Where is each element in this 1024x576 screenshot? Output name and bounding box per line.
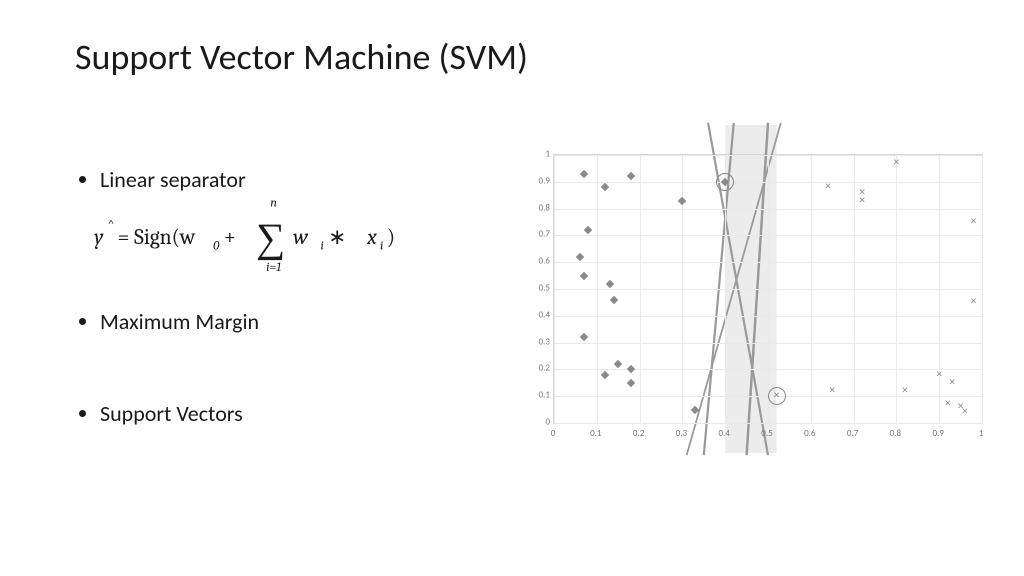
gridline-v: [982, 155, 983, 423]
x-tick-label: 0: [543, 428, 563, 439]
gridline-h: [554, 182, 982, 183]
gridline-h: [554, 235, 982, 236]
gridline-v: [811, 155, 812, 423]
gridline-v: [939, 155, 940, 423]
formula-sub0: 0: [213, 240, 220, 254]
point-class-a: [678, 196, 686, 204]
gridline-v: [768, 155, 769, 423]
chart-frame: ××××××××××××××: [553, 154, 983, 424]
y-tick-label: 0: [530, 417, 550, 428]
point-class-a: [691, 405, 699, 413]
point-class-b: ×: [829, 385, 835, 396]
gridline-h: [554, 423, 982, 424]
formula-hat: ^: [108, 217, 114, 231]
x-tick-label: 0.4: [714, 428, 734, 439]
y-tick-label: 0.9: [530, 175, 550, 186]
slide: Support Vector Machine (SVM) Linear sepa…: [0, 0, 1024, 576]
chart: ×××××××××××××× 000.10.10.20.20.30.30.40.…: [525, 150, 990, 450]
point-class-b: ×: [859, 195, 865, 206]
x-tick-label: 1: [971, 428, 991, 439]
point-class-a: [601, 183, 609, 191]
point-class-b: ×: [902, 385, 908, 396]
x-tick-label: 0.2: [629, 428, 649, 439]
x-tick-label: 0.9: [928, 428, 948, 439]
point-class-b: ×: [945, 399, 951, 410]
point-class-b: ×: [825, 182, 831, 193]
point-class-b: ×: [893, 158, 899, 169]
sigma-icon: ∑: [256, 215, 285, 261]
x-tick-label: 0.5: [757, 428, 777, 439]
formula: y ^ = Sign(w 0 + n ∑ i=1 w i ∗ x i ): [90, 195, 430, 275]
x-tick-label: 0.8: [885, 428, 905, 439]
formula-w: w: [293, 226, 309, 250]
point-class-b: ×: [936, 369, 942, 380]
y-tick-label: 0.7: [530, 229, 550, 240]
support-vector-circle: [768, 387, 786, 405]
point-class-a: [580, 333, 588, 341]
y-tick-label: 0.8: [530, 202, 550, 213]
slide-title: Support Vector Machine (SVM): [75, 35, 528, 79]
formula-sigma-upper: n: [270, 197, 277, 211]
support-vector-circle: [716, 173, 734, 191]
point-class-b: ×: [970, 297, 976, 308]
x-tick-label: 0.6: [800, 428, 820, 439]
bullet-support-vectors: Support Vectors: [100, 400, 520, 427]
y-tick-label: 0.6: [530, 256, 550, 267]
x-tick-label: 0.3: [671, 428, 691, 439]
formula-close: ): [387, 226, 395, 250]
point-class-a: [605, 279, 613, 287]
gridline-h: [554, 155, 982, 156]
point-class-a: [614, 360, 622, 368]
formula-mul: ∗: [328, 226, 346, 250]
formula-x-sub: i: [380, 240, 383, 254]
y-tick-label: 0.4: [530, 309, 550, 320]
gridline-h: [554, 209, 982, 210]
point-class-a: [575, 253, 583, 261]
point-class-b: ×: [970, 217, 976, 228]
formula-plus: +: [224, 226, 236, 250]
formula-y: y: [94, 226, 104, 250]
bullet-maximum-margin: Maximum Margin: [100, 308, 520, 335]
formula-x: x: [366, 226, 377, 250]
bullet-linear-separator: Linear separator: [100, 166, 520, 193]
y-tick-label: 1: [530, 149, 550, 160]
gridline-v: [896, 155, 897, 423]
point-class-a: [601, 371, 609, 379]
point-class-a: [584, 226, 592, 234]
y-tick-label: 0.2: [530, 363, 550, 374]
x-tick-label: 0.7: [843, 428, 863, 439]
formula-sigma-lower: i=1: [266, 261, 281, 275]
point-class-b: ×: [949, 377, 955, 388]
point-class-a: [627, 365, 635, 373]
point-class-a: [627, 379, 635, 387]
x-tick-label: 0.1: [586, 428, 606, 439]
y-tick-label: 0.1: [530, 390, 550, 401]
point-class-a: [627, 172, 635, 180]
formula-eq: = Sign(w: [118, 226, 196, 250]
y-tick-label: 0.5: [530, 283, 550, 294]
gridline-h: [554, 262, 982, 263]
chart-overlay: [554, 155, 984, 425]
gridline-v: [854, 155, 855, 423]
point-class-a: [580, 271, 588, 279]
point-class-a: [610, 295, 618, 303]
point-class-b: ×: [962, 407, 968, 418]
point-class-a: [580, 170, 588, 178]
y-tick-label: 0.3: [530, 336, 550, 347]
formula-subi: i: [320, 240, 323, 254]
